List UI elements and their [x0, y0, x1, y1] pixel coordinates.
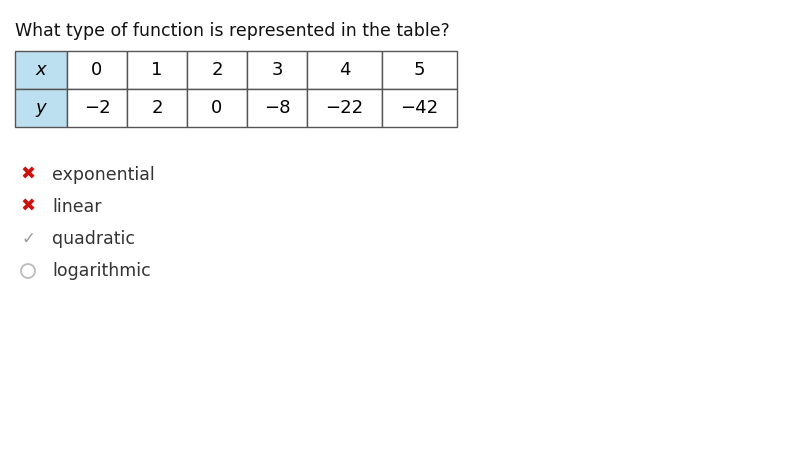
- Text: quadratic: quadratic: [52, 230, 135, 248]
- Text: x: x: [36, 61, 46, 79]
- Text: −22: −22: [326, 99, 363, 117]
- Text: What type of function is represented in the table?: What type of function is represented in …: [15, 22, 450, 40]
- Text: 5: 5: [414, 61, 426, 79]
- Text: logarithmic: logarithmic: [52, 262, 150, 280]
- Bar: [247, 51, 307, 89]
- Text: ✖: ✖: [21, 198, 35, 216]
- Bar: [307, 51, 382, 89]
- Text: ✓: ✓: [21, 230, 35, 248]
- Text: 4: 4: [338, 61, 350, 79]
- Bar: [187, 89, 247, 127]
- Bar: [127, 51, 187, 89]
- Text: 3: 3: [271, 61, 282, 79]
- Bar: [15, 89, 67, 127]
- Text: ✖: ✖: [21, 166, 35, 184]
- Bar: [67, 89, 127, 127]
- Text: −2: −2: [84, 99, 110, 117]
- Bar: [382, 51, 457, 89]
- Bar: [247, 89, 307, 127]
- Bar: [15, 51, 67, 89]
- Text: 1: 1: [151, 61, 162, 79]
- Text: 2: 2: [211, 61, 222, 79]
- Text: exponential: exponential: [52, 166, 154, 184]
- Text: −42: −42: [401, 99, 438, 117]
- Bar: [382, 89, 457, 127]
- Bar: [307, 89, 382, 127]
- Bar: [127, 89, 187, 127]
- Text: −8: −8: [264, 99, 290, 117]
- Text: 0: 0: [211, 99, 222, 117]
- Bar: [187, 51, 247, 89]
- Text: linear: linear: [52, 198, 102, 216]
- Bar: [67, 51, 127, 89]
- Text: 2: 2: [151, 99, 162, 117]
- Text: y: y: [36, 99, 46, 117]
- Text: 0: 0: [91, 61, 102, 79]
